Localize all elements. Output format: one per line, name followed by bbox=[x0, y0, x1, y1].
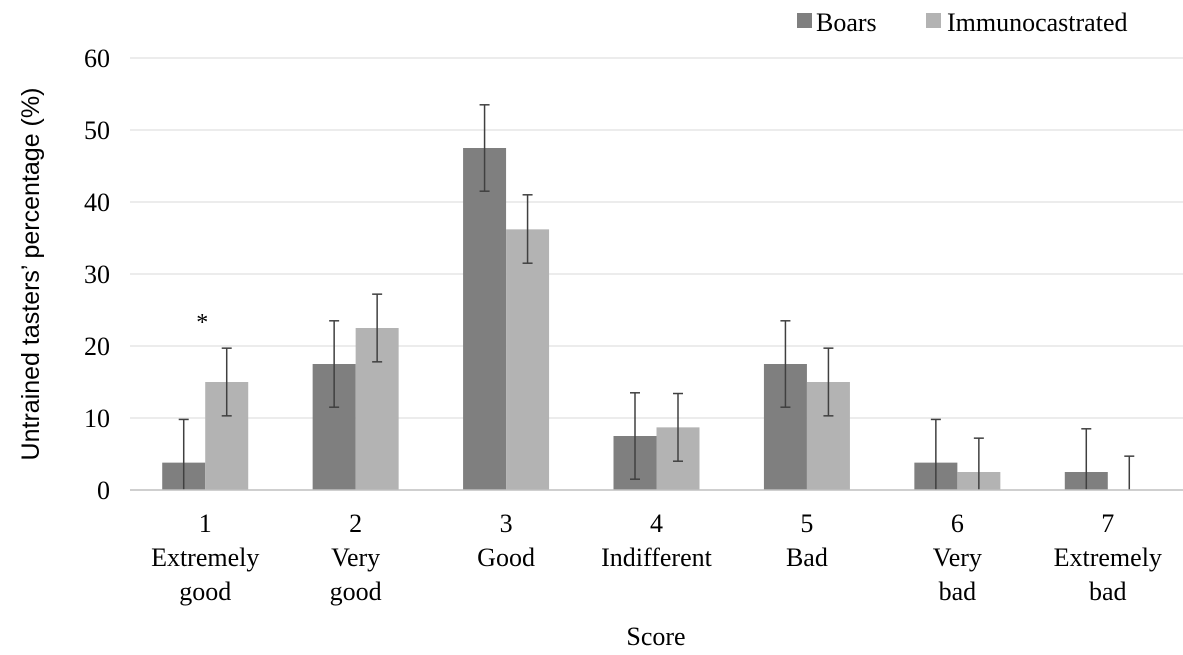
y-tick-label: 30 bbox=[84, 260, 110, 289]
annotations: * bbox=[196, 310, 208, 336]
bars bbox=[162, 148, 1108, 491]
x-tick-label: bad bbox=[939, 577, 977, 606]
x-tick-label: Extremely bbox=[1054, 543, 1162, 572]
significance-marker: * bbox=[196, 310, 208, 336]
y-tick-label: 40 bbox=[84, 188, 110, 217]
x-tick-label: 3 bbox=[500, 509, 513, 538]
y-tick-labels: 0 10 20 30 40 50 60 bbox=[84, 44, 110, 505]
x-tick-label: Very bbox=[933, 543, 982, 572]
bar-immunocastrated bbox=[506, 229, 550, 491]
legend-swatch-immunocastrated bbox=[926, 13, 941, 28]
x-tick-label: bad bbox=[1089, 577, 1127, 606]
x-tick-label: Extremely bbox=[151, 543, 259, 572]
x-tick-label: good bbox=[330, 577, 382, 606]
legend-label-immunocastrated: Immunocastrated bbox=[947, 8, 1128, 37]
y-tick-label: 20 bbox=[84, 332, 110, 361]
x-tick-label: 2 bbox=[349, 509, 362, 538]
y-tick-label: 10 bbox=[84, 404, 110, 433]
x-tick-label: 7 bbox=[1101, 509, 1114, 538]
bar-boars bbox=[463, 148, 507, 490]
x-tick-label: good bbox=[179, 577, 231, 606]
x-tick-label: 6 bbox=[951, 509, 964, 538]
y-tick-label: 0 bbox=[97, 476, 110, 505]
y-axis-label: Untrained tasters’ percentage (%) bbox=[17, 88, 45, 461]
x-tick-labels: 1 Extremely good 2 Very good 3 Good 4 Indifferent… bbox=[151, 509, 1162, 606]
x-tick-label: 4 bbox=[650, 509, 663, 538]
x-tick-label: 5 bbox=[800, 509, 813, 538]
y-tick-label: 50 bbox=[84, 116, 110, 145]
legend-label-boars: Boars bbox=[816, 8, 877, 37]
error-bars bbox=[178, 104, 1135, 490]
x-axis-label: Score bbox=[626, 622, 685, 651]
x-tick-label: Indifferent bbox=[601, 543, 712, 572]
y-tick-label: 60 bbox=[84, 44, 110, 73]
legend-swatch-boars bbox=[797, 13, 812, 28]
x-tick-label: Very bbox=[331, 543, 380, 572]
x-tick-label: 1 bbox=[199, 509, 212, 538]
x-tick-label: Bad bbox=[786, 543, 828, 572]
x-tick-label: Good bbox=[477, 543, 535, 572]
legend: Boars Immunocastrated bbox=[797, 8, 1128, 37]
gridlines bbox=[130, 57, 1183, 419]
